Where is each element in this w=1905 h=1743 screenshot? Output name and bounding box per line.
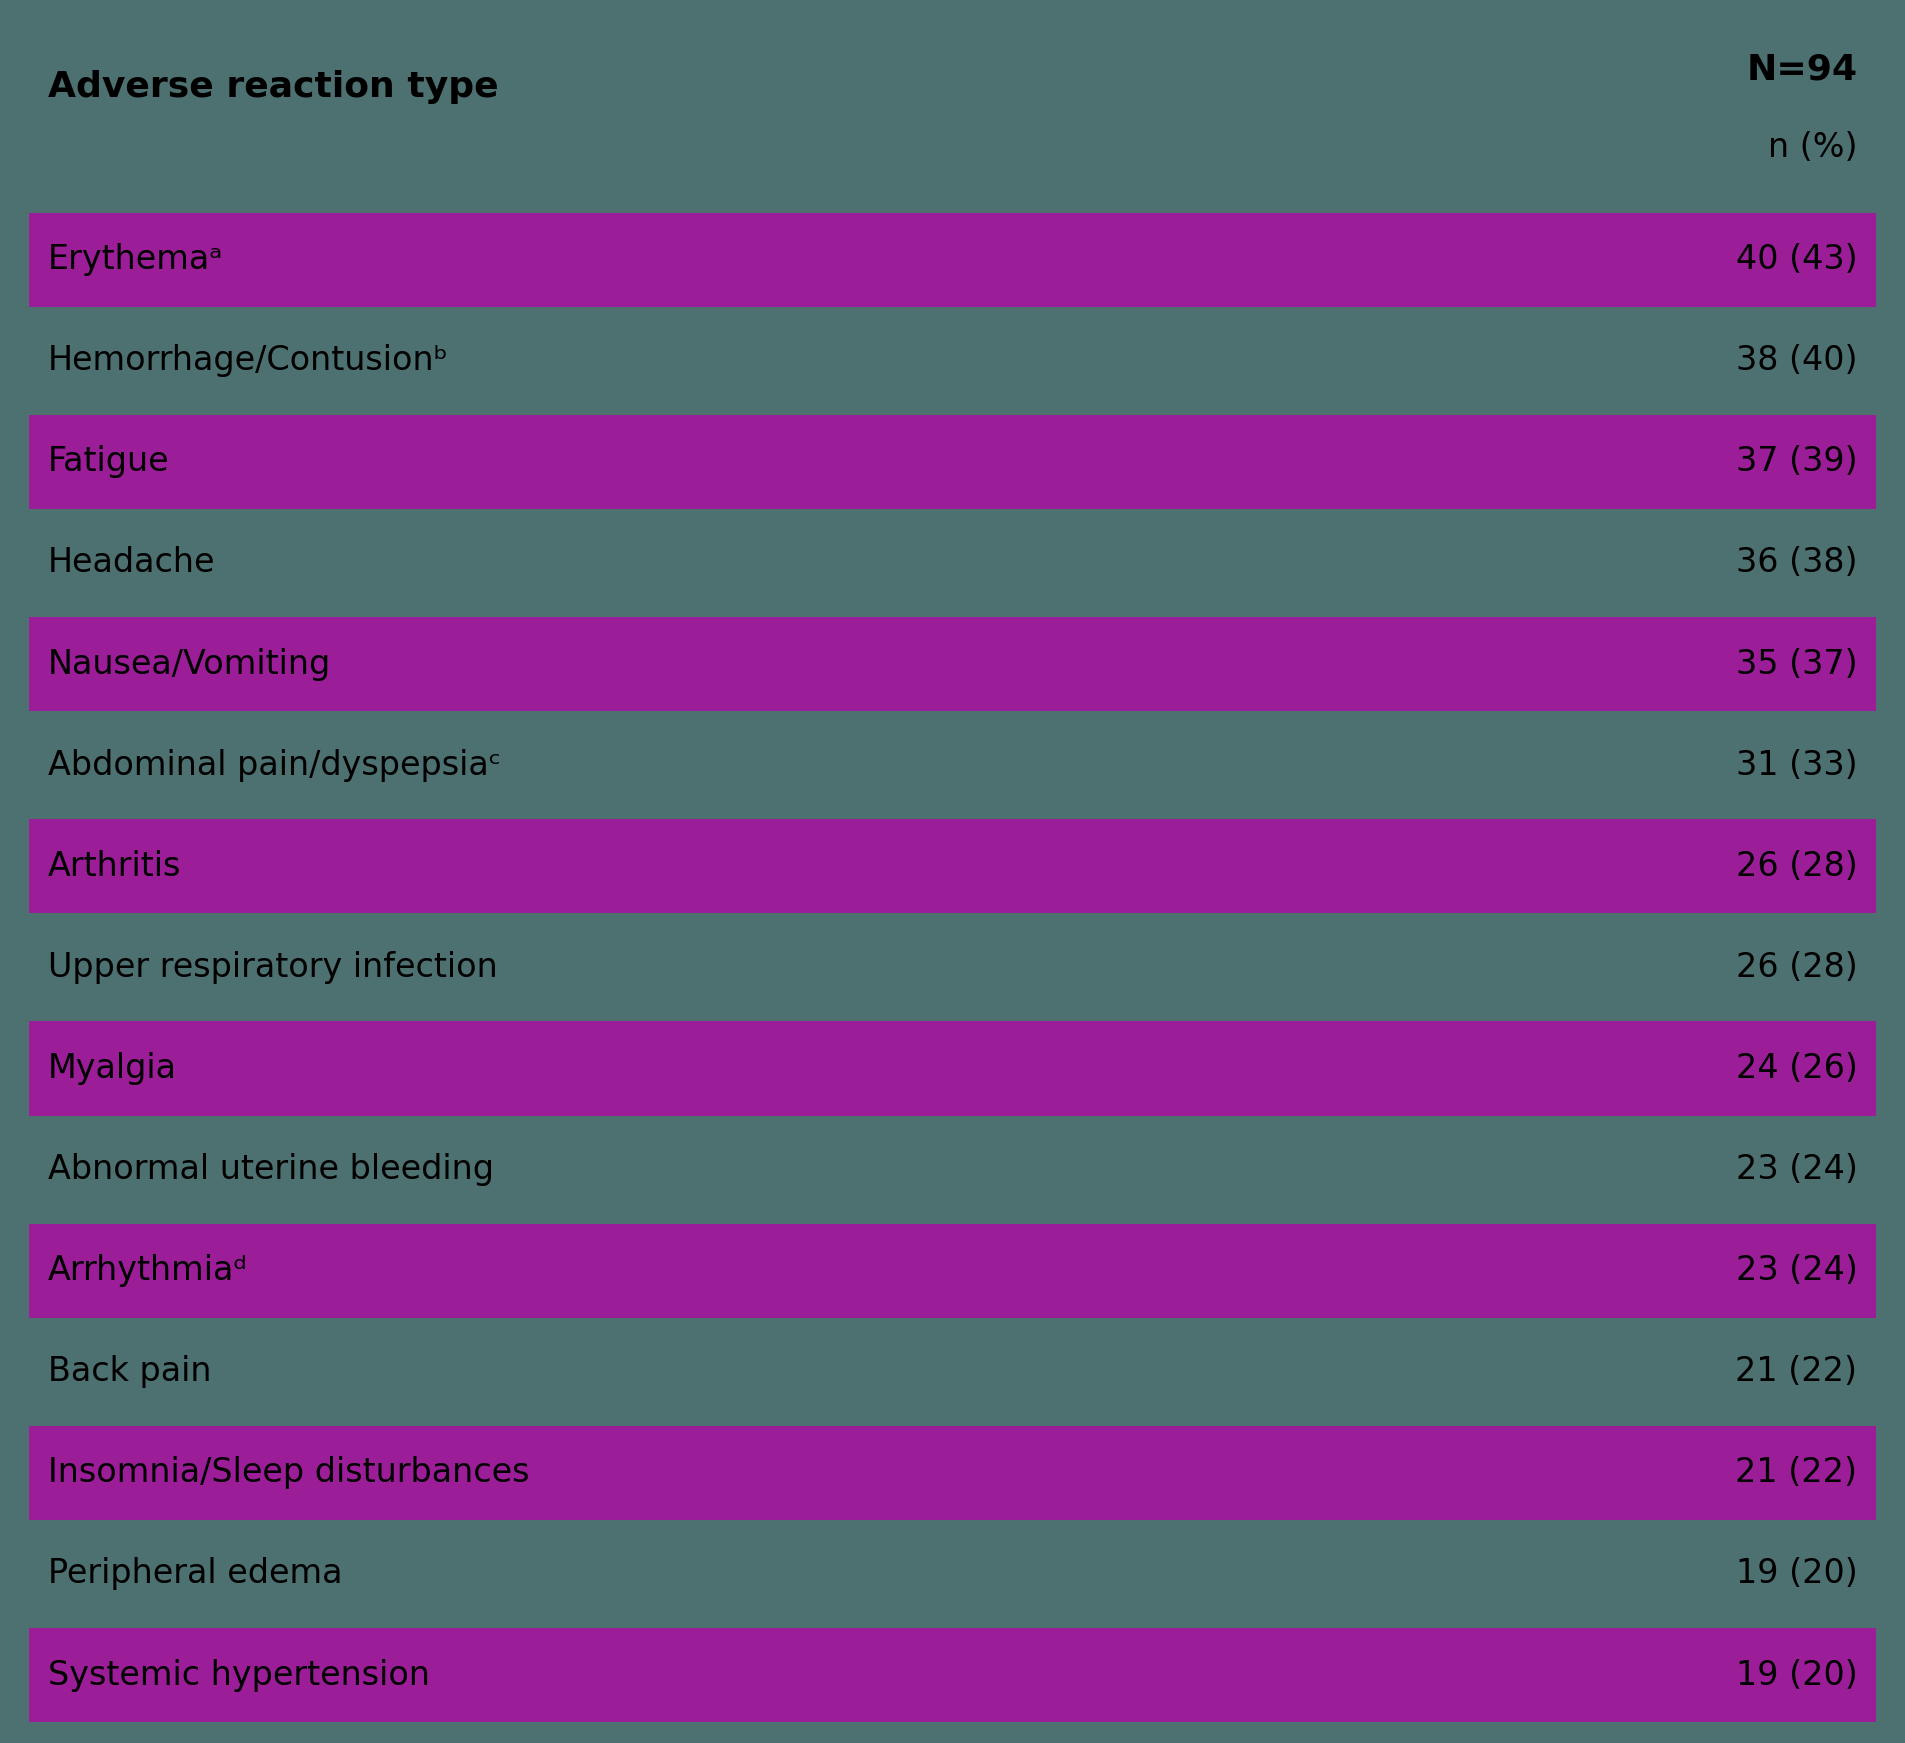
Text: Abdominal pain/dyspepsiaᶜ: Abdominal pain/dyspepsiaᶜ [48,749,501,781]
Text: 19 (20): 19 (20) [1735,1659,1857,1691]
Bar [29,1628,1876,1722]
Text: 21 (22): 21 (22) [1735,1356,1857,1387]
Text: Arrhythmiaᵈ: Arrhythmiaᵈ [48,1255,248,1286]
Text: Nausea/Vomiting: Nausea/Vomiting [48,648,331,680]
Bar [29,617,1876,711]
Text: 26 (28): 26 (28) [1735,952,1857,983]
Text: Headache: Headache [48,547,215,579]
Text: 31 (33): 31 (33) [1735,749,1857,781]
Text: 40 (43): 40 (43) [1735,244,1857,275]
Text: Hemorrhage/Contusionᵇ: Hemorrhage/Contusionᵇ [48,345,448,376]
Text: Upper respiratory infection: Upper respiratory infection [48,952,497,983]
Text: 19 (20): 19 (20) [1735,1558,1857,1590]
Text: n (%): n (%) [1768,131,1857,164]
Bar [29,819,1876,913]
Text: 38 (40): 38 (40) [1735,345,1857,376]
Text: 26 (28): 26 (28) [1735,851,1857,882]
Text: 36 (38): 36 (38) [1735,547,1857,579]
Text: Back pain: Back pain [48,1356,211,1387]
Text: Erythemaᵃ: Erythemaᵃ [48,244,223,275]
Text: Myalgia: Myalgia [48,1053,177,1084]
Text: Fatigue: Fatigue [48,446,170,478]
Text: 23 (24): 23 (24) [1735,1154,1857,1185]
Text: 35 (37): 35 (37) [1735,648,1857,680]
Bar [29,1224,1876,1318]
Text: Peripheral edema: Peripheral edema [48,1558,343,1590]
Text: N=94: N=94 [1747,52,1857,87]
Text: 23 (24): 23 (24) [1735,1255,1857,1286]
Text: 24 (26): 24 (26) [1735,1053,1857,1084]
Text: Arthritis: Arthritis [48,851,181,882]
Text: 21 (22): 21 (22) [1735,1457,1857,1489]
Text: 37 (39): 37 (39) [1735,446,1857,478]
Bar [29,213,1876,307]
Text: Adverse reaction type: Adverse reaction type [48,70,499,105]
Text: Systemic hypertension: Systemic hypertension [48,1659,431,1691]
Bar [29,415,1876,509]
Text: Insomnia/Sleep disturbances: Insomnia/Sleep disturbances [48,1457,530,1489]
Bar [29,1426,1876,1520]
Text: Abnormal uterine bleeding: Abnormal uterine bleeding [48,1154,493,1185]
Bar [29,1021,1876,1116]
